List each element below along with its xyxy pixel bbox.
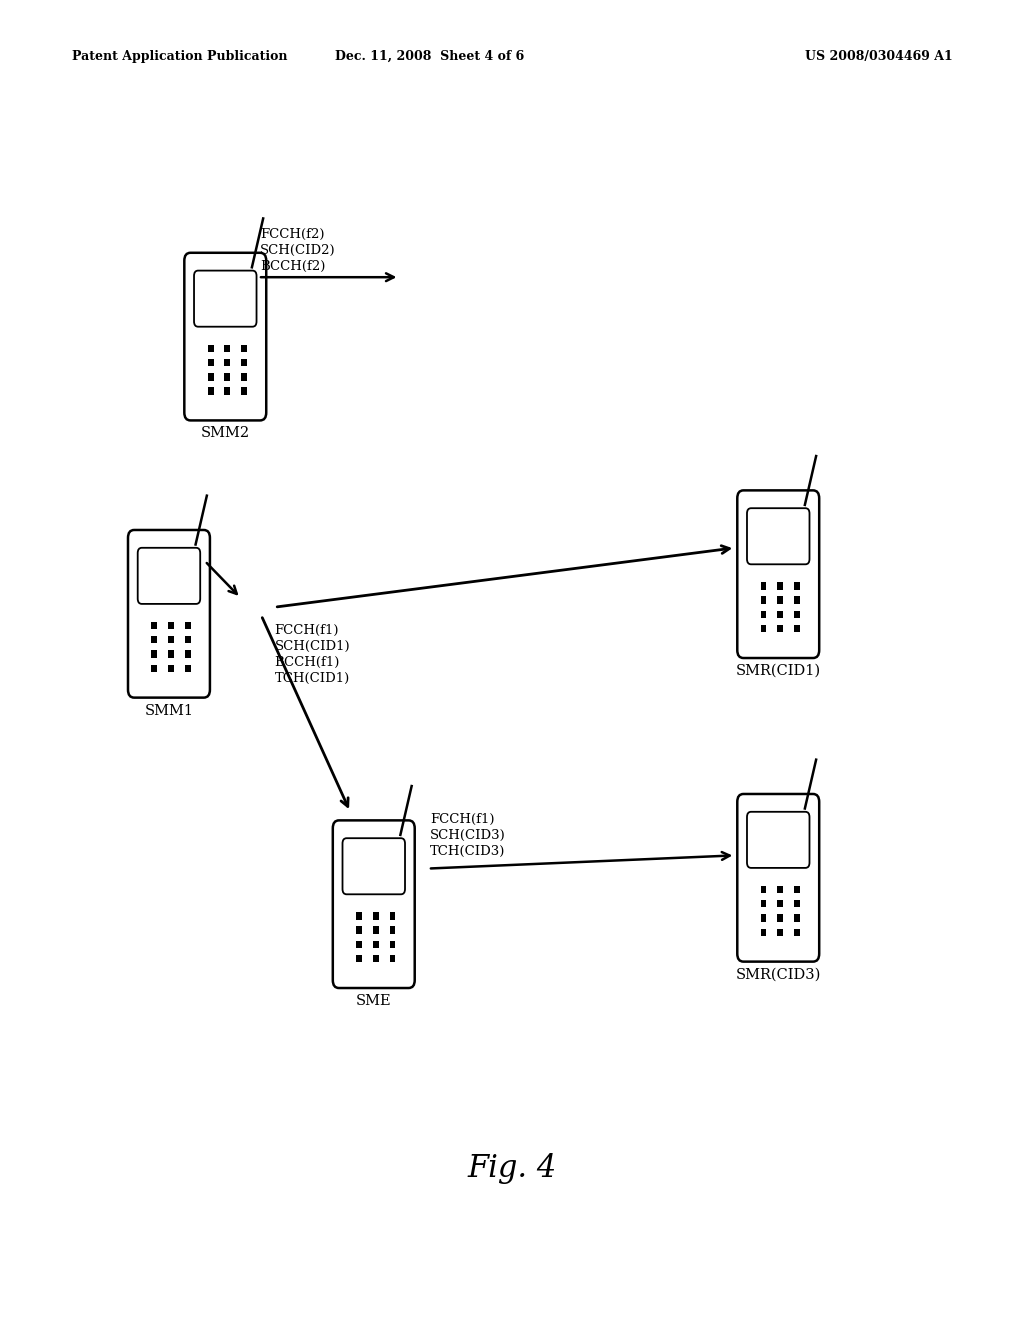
Text: FCCH(f1)
SCH(CID1)
BCCH(f1)
TCH(CID1): FCCH(f1) SCH(CID1) BCCH(f1) TCH(CID1) [274, 624, 350, 685]
Bar [390, 927, 395, 933]
Bar [761, 582, 767, 590]
Text: SME: SME [356, 994, 391, 1008]
Bar [795, 611, 800, 618]
Bar [761, 929, 767, 936]
Bar [761, 611, 767, 618]
Bar [152, 636, 158, 643]
Bar [185, 651, 190, 657]
Bar [373, 912, 379, 920]
Bar [777, 900, 783, 907]
Bar [356, 912, 362, 920]
Bar [795, 597, 800, 603]
Bar [224, 388, 230, 395]
Bar [761, 900, 767, 907]
Bar [208, 359, 214, 366]
Bar [356, 956, 362, 962]
Text: SMR(CID1): SMR(CID1) [735, 664, 821, 678]
Bar [242, 345, 247, 352]
Bar [761, 915, 767, 921]
Bar [795, 886, 800, 894]
Bar [761, 626, 767, 632]
Bar [373, 941, 379, 948]
Bar [168, 665, 174, 672]
FancyBboxPatch shape [737, 491, 819, 659]
Text: Fig. 4: Fig. 4 [467, 1152, 557, 1184]
Text: SMR(CID3): SMR(CID3) [735, 968, 821, 982]
Bar [390, 956, 395, 962]
Bar [224, 374, 230, 380]
Text: SMM2: SMM2 [201, 426, 250, 441]
Bar [208, 345, 214, 352]
Bar [373, 927, 379, 933]
Bar [777, 611, 783, 618]
Bar [168, 622, 174, 630]
Bar [777, 582, 783, 590]
Bar [152, 622, 158, 630]
Bar [224, 359, 230, 366]
Bar [185, 636, 190, 643]
Bar [185, 622, 190, 630]
Bar [761, 886, 767, 894]
Text: Patent Application Publication: Patent Application Publication [72, 50, 287, 63]
Bar [777, 886, 783, 894]
FancyBboxPatch shape [194, 271, 257, 326]
FancyBboxPatch shape [737, 795, 819, 961]
Bar [390, 941, 395, 948]
FancyBboxPatch shape [333, 820, 415, 987]
Text: US 2008/0304469 A1: US 2008/0304469 A1 [805, 50, 952, 63]
Bar [777, 929, 783, 936]
Bar [356, 941, 362, 948]
FancyBboxPatch shape [137, 548, 201, 603]
Bar [777, 915, 783, 921]
FancyBboxPatch shape [746, 812, 810, 869]
Bar [761, 597, 767, 603]
Bar [373, 956, 379, 962]
Bar [242, 388, 247, 395]
Bar [777, 597, 783, 603]
Text: FCCH(f1)
SCH(CID3)
TCH(CID3): FCCH(f1) SCH(CID3) TCH(CID3) [430, 813, 506, 858]
Text: SMM1: SMM1 [144, 704, 194, 718]
Bar [242, 374, 247, 380]
Bar [168, 651, 174, 657]
Bar [795, 626, 800, 632]
Bar [152, 665, 158, 672]
Bar [185, 665, 190, 672]
Bar [208, 374, 214, 380]
FancyBboxPatch shape [128, 529, 210, 697]
Bar [390, 912, 395, 920]
FancyBboxPatch shape [746, 508, 810, 565]
Bar [356, 927, 362, 933]
Bar [208, 388, 214, 395]
Bar [795, 900, 800, 907]
Bar [795, 929, 800, 936]
Text: FCCH(f2)
SCH(CID2)
BCCH(f2): FCCH(f2) SCH(CID2) BCCH(f2) [260, 228, 336, 273]
FancyBboxPatch shape [342, 838, 406, 895]
Bar [795, 582, 800, 590]
Bar [152, 651, 158, 657]
Bar [777, 626, 783, 632]
Bar [795, 915, 800, 921]
Text: Dec. 11, 2008  Sheet 4 of 6: Dec. 11, 2008 Sheet 4 of 6 [336, 50, 524, 63]
Bar [242, 359, 247, 366]
Bar [224, 345, 230, 352]
Bar [168, 636, 174, 643]
FancyBboxPatch shape [184, 253, 266, 420]
